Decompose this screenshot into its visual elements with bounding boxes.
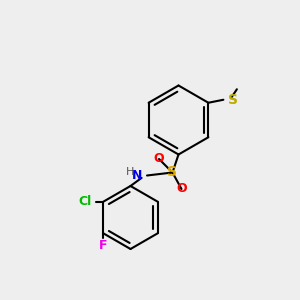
Text: O: O — [176, 182, 187, 196]
Text: S: S — [228, 93, 238, 107]
Text: F: F — [99, 239, 107, 252]
Text: O: O — [154, 152, 164, 166]
Text: H: H — [126, 167, 135, 177]
Text: N: N — [132, 169, 142, 182]
Text: S: S — [167, 166, 178, 179]
Text: Cl: Cl — [78, 195, 91, 208]
